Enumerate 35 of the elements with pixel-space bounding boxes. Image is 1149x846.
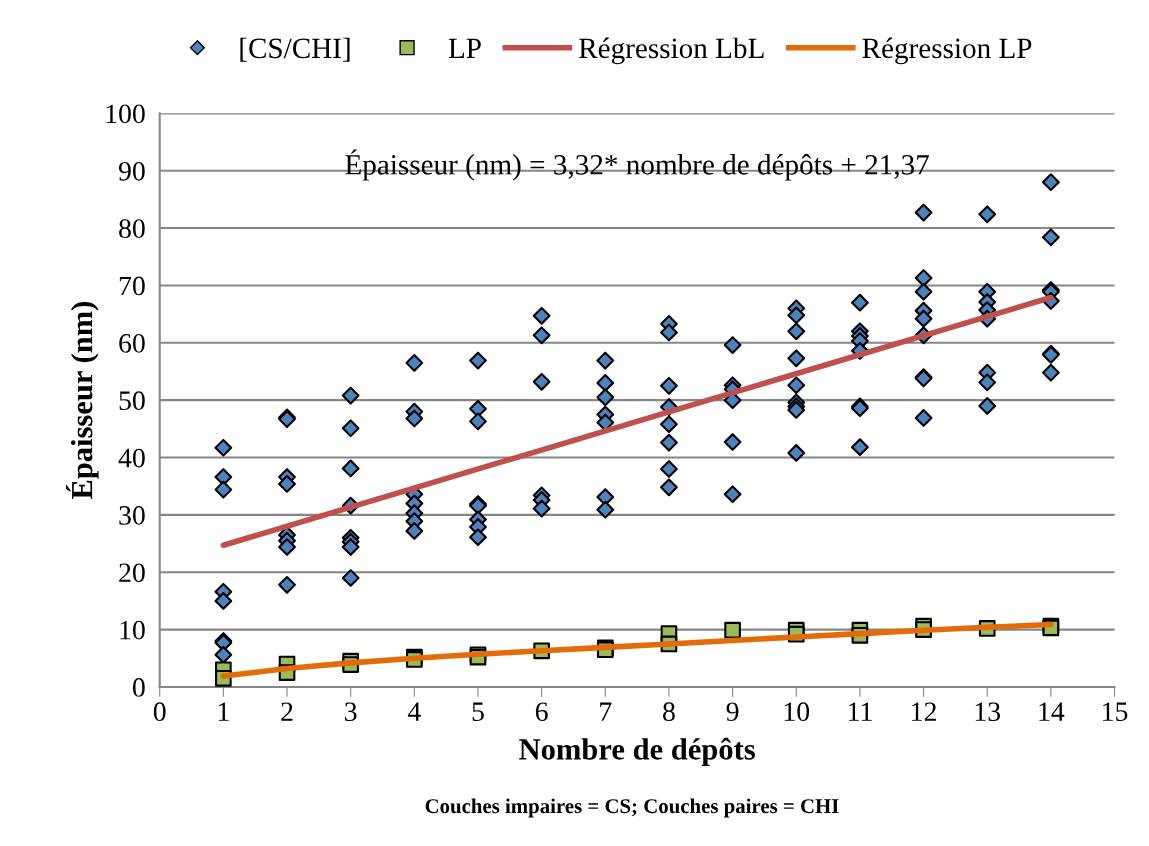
x-tick-label: 2 <box>281 702 293 721</box>
x-tick-label: 7 <box>600 702 612 721</box>
y-tick-label: 50 <box>119 391 145 411</box>
x-tick-label: 11 <box>848 702 872 721</box>
y-tick-label: 60 <box>119 333 145 353</box>
x-tick-label: 13 <box>975 702 1001 722</box>
x-tick-label: 12 <box>912 702 936 721</box>
x-tick-label: 8 <box>663 702 675 722</box>
y-tick-label: 20 <box>119 563 145 583</box>
legend-label: [CS/CHI] <box>240 37 350 62</box>
y-tick-label: 30 <box>119 506 145 525</box>
text: Couches impaires = CS; Couches paires = CHI <box>425 798 839 818</box>
x-tick-label: 10 <box>784 702 810 722</box>
x-tick-label: 0 <box>153 702 166 722</box>
x-tick-label: 14 <box>1039 702 1065 721</box>
legend-label: LP <box>448 38 481 58</box>
y-tick-label: 90 <box>118 161 145 181</box>
legend-label: Régression LbL <box>579 37 764 65</box>
y-tick-label: 100 <box>106 104 145 124</box>
annotation: Épaisseur (nm) = 3,32* nombre de dépôts + 21,37 <box>345 149 929 181</box>
y-tick-label: 0 <box>132 678 145 697</box>
x-tick-label: 5 <box>472 702 484 722</box>
x-tick-label: 3 <box>345 702 357 722</box>
x-tick-label: 4 <box>407 702 421 721</box>
y-axis-title: Épaisseur (nm) <box>65 302 99 500</box>
x-tick-label: 6 <box>535 702 548 722</box>
x-tick-label: 15 <box>1103 702 1128 722</box>
x-tick-label: 9 <box>726 702 739 722</box>
y-tick-label: 80 <box>119 219 145 238</box>
y-tick-label: 10 <box>120 620 145 640</box>
x-tick-label: 1 <box>218 702 229 721</box>
x-axis-title: Nombre de dépôts <box>519 737 755 766</box>
legend-label: Régression LP <box>862 37 1032 65</box>
y-tick-label: 70 <box>119 276 145 296</box>
y-tick-label: 40 <box>118 448 145 468</box>
